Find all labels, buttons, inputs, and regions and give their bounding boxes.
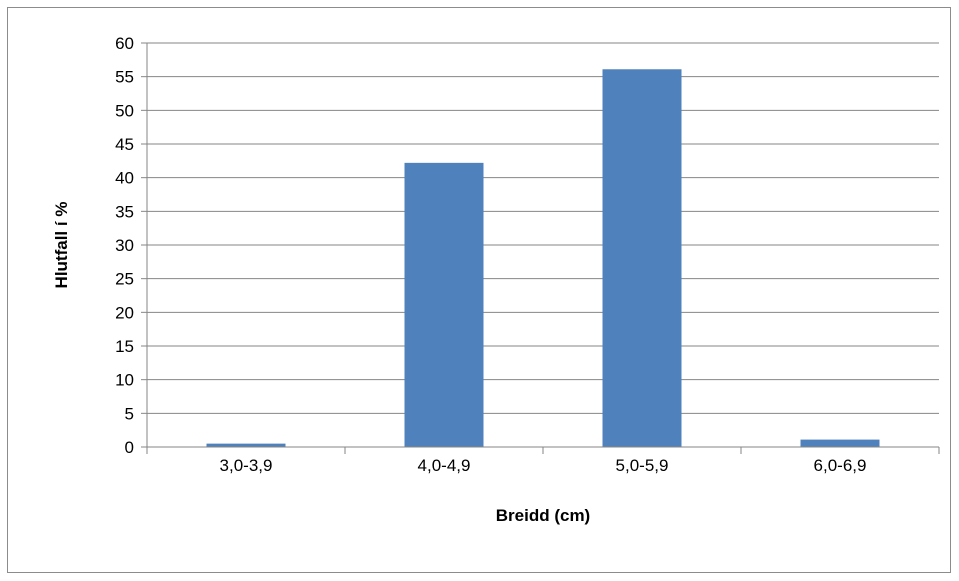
y-tick-label: 20 <box>115 303 134 322</box>
y-tick-label: 0 <box>125 438 134 457</box>
y-tick-label: 40 <box>115 169 134 188</box>
y-tick-label: 10 <box>115 371 134 390</box>
y-axis-title: Hlutfall í % <box>52 202 71 289</box>
bar <box>800 439 880 447</box>
y-tick-label: 30 <box>115 236 134 255</box>
x-tick-label: 5,0-5,9 <box>616 456 669 475</box>
y-tick-label: 5 <box>125 404 134 423</box>
x-tick-label: 4,0-4,9 <box>418 456 471 475</box>
y-tick-label: 60 <box>115 34 134 53</box>
y-tick-labels: 0 5 10 15 20 25 30 35 40 45 50 55 60 <box>115 34 134 457</box>
x-tick-labels: 3,0-3,9 4,0-4,9 5,0-5,9 6,0-6,9 <box>220 456 867 475</box>
y-tick-label: 45 <box>115 135 134 154</box>
y-tick-label: 55 <box>115 68 134 87</box>
y-tick-label: 35 <box>115 202 134 221</box>
bar <box>602 69 682 447</box>
x-tick-label: 3,0-3,9 <box>220 456 273 475</box>
y-tick-label: 25 <box>115 270 134 289</box>
x-axis-title: Breidd (cm) <box>496 506 590 525</box>
bars <box>206 69 880 447</box>
gridlines <box>141 42 939 448</box>
bar <box>404 162 484 447</box>
axes <box>146 43 940 454</box>
x-tick-label: 6,0-6,9 <box>814 456 867 475</box>
y-tick-label: 15 <box>115 337 134 356</box>
y-tick-label: 50 <box>115 101 134 120</box>
bar <box>206 443 286 447</box>
